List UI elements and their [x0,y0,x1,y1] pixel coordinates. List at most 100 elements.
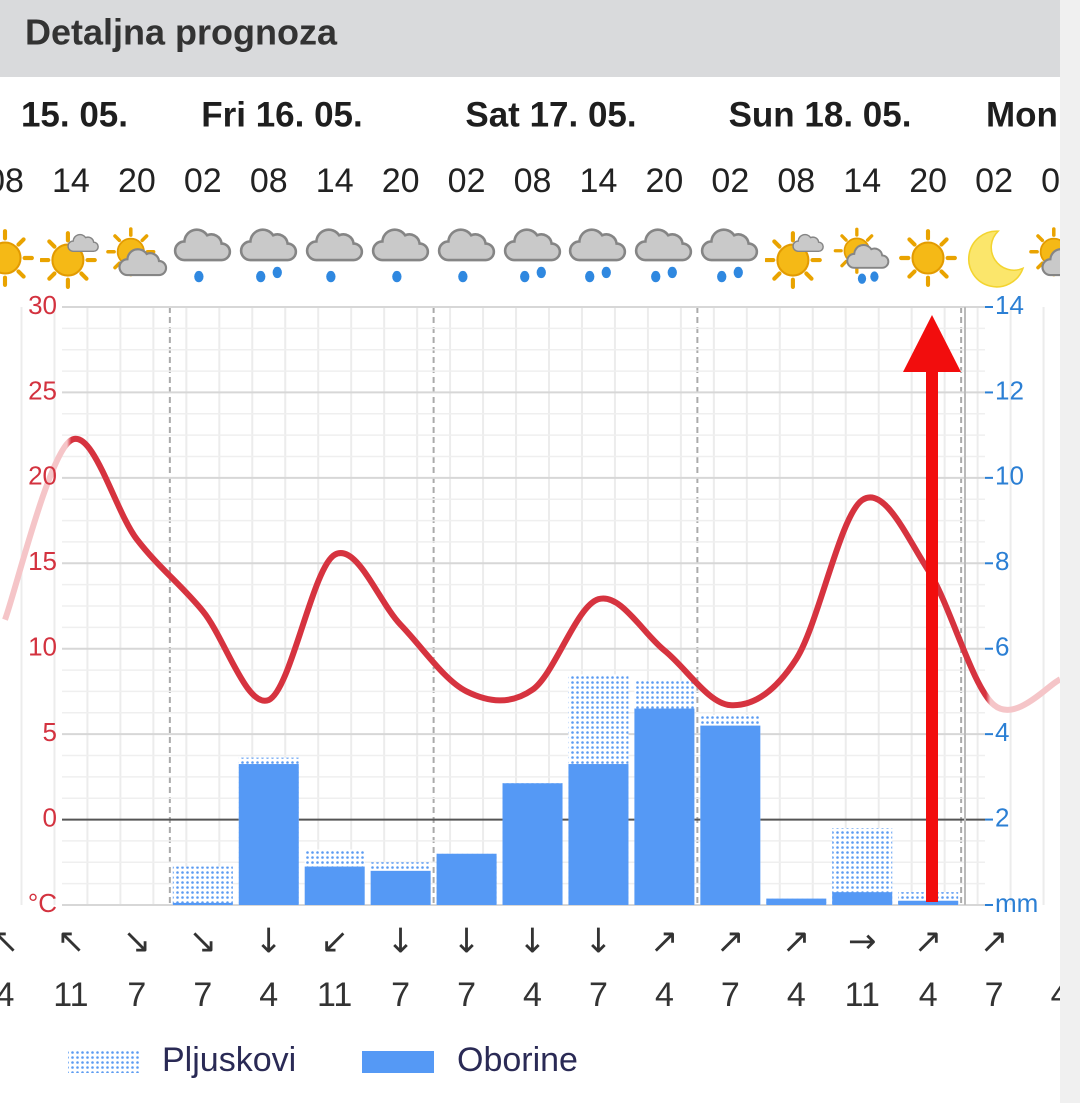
y2-tick-label: 12 [995,375,1024,405]
hour-label: 08 [777,162,815,200]
legend-label: Oborine [457,1041,578,1079]
precip-bar [832,892,893,905]
hour-label: 20 [645,162,683,200]
weather-icon [636,230,691,283]
weather-icon [967,230,1024,288]
precip-bar [502,783,563,905]
y2-tick-label: 4 [995,717,1009,747]
precip-bar [436,853,497,905]
lines [2,435,1060,713]
wind-speed: 4 [655,976,674,1014]
legend-label: Pljuskovi [162,1041,296,1079]
temperature-line [2,435,1060,713]
y2-tick-label: 6 [995,632,1009,662]
y2-tick-label: mm [995,888,1038,918]
day-label: Sun 18. 05. [729,95,912,134]
y-tick-label: 15 [28,546,57,576]
y-tick-label: 5 [43,717,57,747]
hour-label: 20 [118,162,156,200]
weather-icon [241,230,296,283]
wind-speed: 4 [787,976,806,1014]
wind-speed: 4 [523,976,542,1014]
wind-speed: 4 [919,976,938,1014]
precip-bar [634,708,695,905]
hour-label: 14 [316,162,354,200]
hour-label: 20 [382,162,420,200]
wind-speed: 7 [457,976,476,1014]
bars [172,674,959,905]
arrow-shaft [926,365,938,902]
y2-tick-label: 8 [995,546,1009,576]
wind-arrow: ↗ [650,922,679,962]
wind-speed: 11 [845,976,880,1014]
precip-bar [700,725,761,905]
annotation-arrow [903,315,961,902]
hour-label: 02 [184,162,222,200]
wind-arrow: ↙ [320,922,349,962]
wind-arrow: ↗ [980,922,1009,962]
weather-icon [373,230,428,283]
wind-arrow: ↖ [57,922,86,962]
wind-arrow: ↗ [914,922,943,962]
precip-bar [238,764,299,905]
hour-label: 20 [909,162,947,200]
y-tick-label: 10 [28,632,57,662]
day-label: Sat 17. 05. [465,95,636,134]
day-label: Fri 16. 05. [201,95,362,134]
weather-icon [439,230,494,283]
weather-icons [0,229,1080,288]
weather-icon [702,230,757,283]
wind-speed: 7 [391,976,410,1014]
y2-tick-label: 2 [995,802,1009,832]
hour-label: 08 [250,162,288,200]
y-tick-label: 30 [28,290,57,320]
precip-bar [172,902,233,905]
wind-speed: 7 [985,976,1004,1014]
wind-speed: 4 [0,976,14,1014]
hour-label: 02 [448,162,486,200]
weather-icon [570,230,625,283]
y-tick-label: °C [28,888,57,918]
wind-speed: 7 [193,976,212,1014]
hour-label: 08 [514,162,552,200]
wind-arrow: ↘ [189,922,218,962]
legend-swatch [362,1051,434,1073]
y-tick-label: 0 [43,802,57,832]
header-title: Detaljna prognoza [25,12,338,53]
precip-bar [370,870,431,905]
wind-arrow: ↗ [716,922,745,962]
hour-label: 02 [975,162,1013,200]
hour-label: 14 [843,162,881,200]
weather-icon [505,230,560,283]
header-bar [0,0,1060,77]
wind-arrow: ↖ [0,922,19,962]
day-label: 15. 05. [21,95,128,134]
y-tick-label: 25 [28,375,57,405]
weather-icon [901,231,955,285]
chart: °C 0 5 10 15 20 25 30 mm 2 4 6 8 10 12 14 15. 05. Fri 16.… [0,95,1080,1014]
wind-speed: 11 [317,976,352,1014]
hour-label: 02 [1041,162,1079,200]
y-tick-label: 20 [28,461,57,491]
weather-icon [41,233,98,287]
precip-bar [898,900,959,905]
weather-icon [766,233,823,287]
wind-arrow: → [848,922,877,962]
wind-arrow: ↓ [255,922,284,962]
weather-icon [0,231,32,285]
wind-arrow: ↘ [123,922,152,962]
labels: °C 0 5 10 15 20 25 30 mm 2 4 6 8 10 12 14 15. 05. Fri 16.… [0,95,1079,1014]
wind-arrow: ↗ [782,922,811,962]
weather-icon [175,230,230,283]
wind-speed: 4 [259,976,278,1014]
wind-speed: 7 [721,976,740,1014]
arrow-head [903,315,961,372]
precip-bar [568,764,629,905]
wind-arrow: ↓ [452,922,481,962]
weather-icon [307,230,362,283]
legend-swatch [68,1051,140,1073]
legend: Pljuskovi Oborine [68,1041,578,1079]
wind-arrow: ↓ [518,922,547,962]
wind-speed: 7 [127,976,146,1014]
